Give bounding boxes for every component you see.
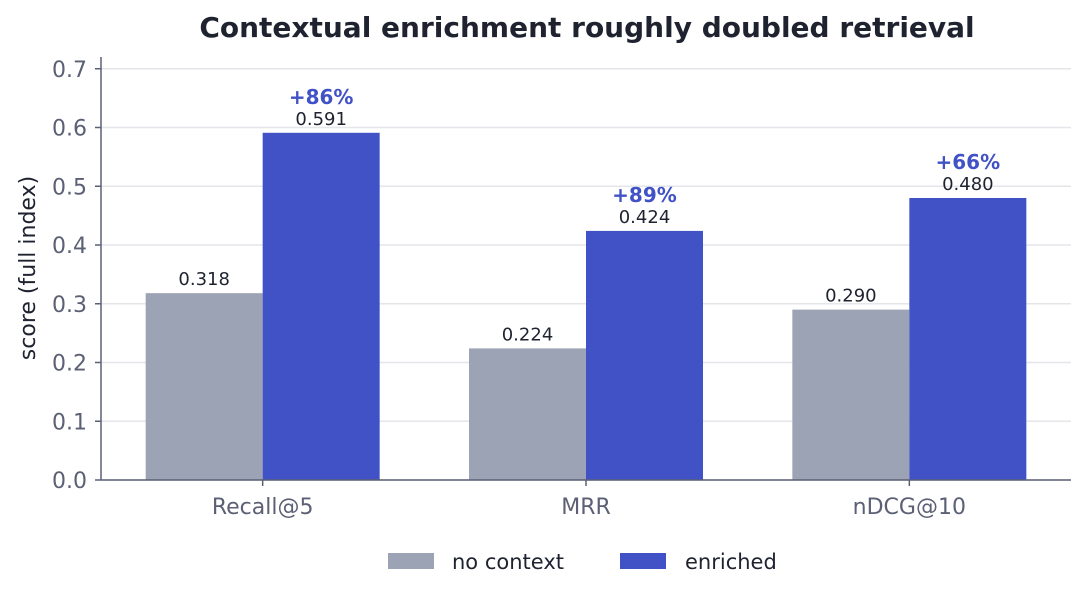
percent-change-label: +86%: [289, 85, 354, 109]
y-tick-label: 0.5: [52, 175, 87, 200]
y-tick-label: 0.2: [52, 352, 87, 377]
bar-enriched-2: [909, 198, 1027, 480]
percent-change-label: +66%: [936, 150, 1001, 174]
y-tick-label: 0.7: [52, 58, 87, 83]
x-tick-label: Recall@5: [212, 495, 314, 520]
y-axis-label: score (full index): [16, 176, 41, 360]
legend-swatch-no-context: [388, 553, 434, 569]
y-tick-label: 0.0: [52, 469, 87, 494]
chart-title: Contextual enrichment roughly doubled re…: [199, 11, 974, 44]
bar-no-context-1: [469, 348, 586, 480]
y-axis-ticks: 0.0 0.1 0.2 0.3 0.4 0.5 0.6 0.7: [52, 58, 101, 494]
legend: no context enriched: [388, 550, 777, 574]
percent-change-label: +89%: [612, 183, 677, 207]
bar-no-context-0: [145, 293, 263, 480]
value-label: 0.224: [502, 324, 554, 345]
value-label: 0.424: [619, 207, 671, 228]
value-label: 0.591: [295, 109, 347, 130]
bar-enriched-1: [586, 230, 703, 480]
x-tick-label: nDCG@10: [853, 495, 966, 520]
value-label: 0.480: [942, 174, 994, 195]
x-tick-label: MRR: [561, 495, 611, 520]
legend-swatch-enriched: [620, 553, 666, 569]
bar-enriched-0: [262, 132, 380, 480]
value-labels: 0.318 0.591+86% 0.224 0.424+89% 0.290 0.480+6…: [178, 85, 1000, 346]
value-label: 0.318: [178, 269, 230, 290]
y-tick-label: 0.6: [52, 117, 87, 142]
y-tick-label: 0.3: [52, 293, 87, 318]
legend-label: enriched: [685, 550, 777, 574]
x-axis-ticks: Recall@5 MRR nDCG@10: [212, 480, 966, 520]
value-label: 0.290: [825, 286, 877, 307]
legend-label: no context: [452, 550, 564, 574]
y-tick-label: 0.4: [52, 234, 87, 259]
y-tick-label: 0.1: [52, 410, 87, 435]
bars: [145, 132, 1027, 480]
bar-no-context-2: [792, 309, 910, 480]
